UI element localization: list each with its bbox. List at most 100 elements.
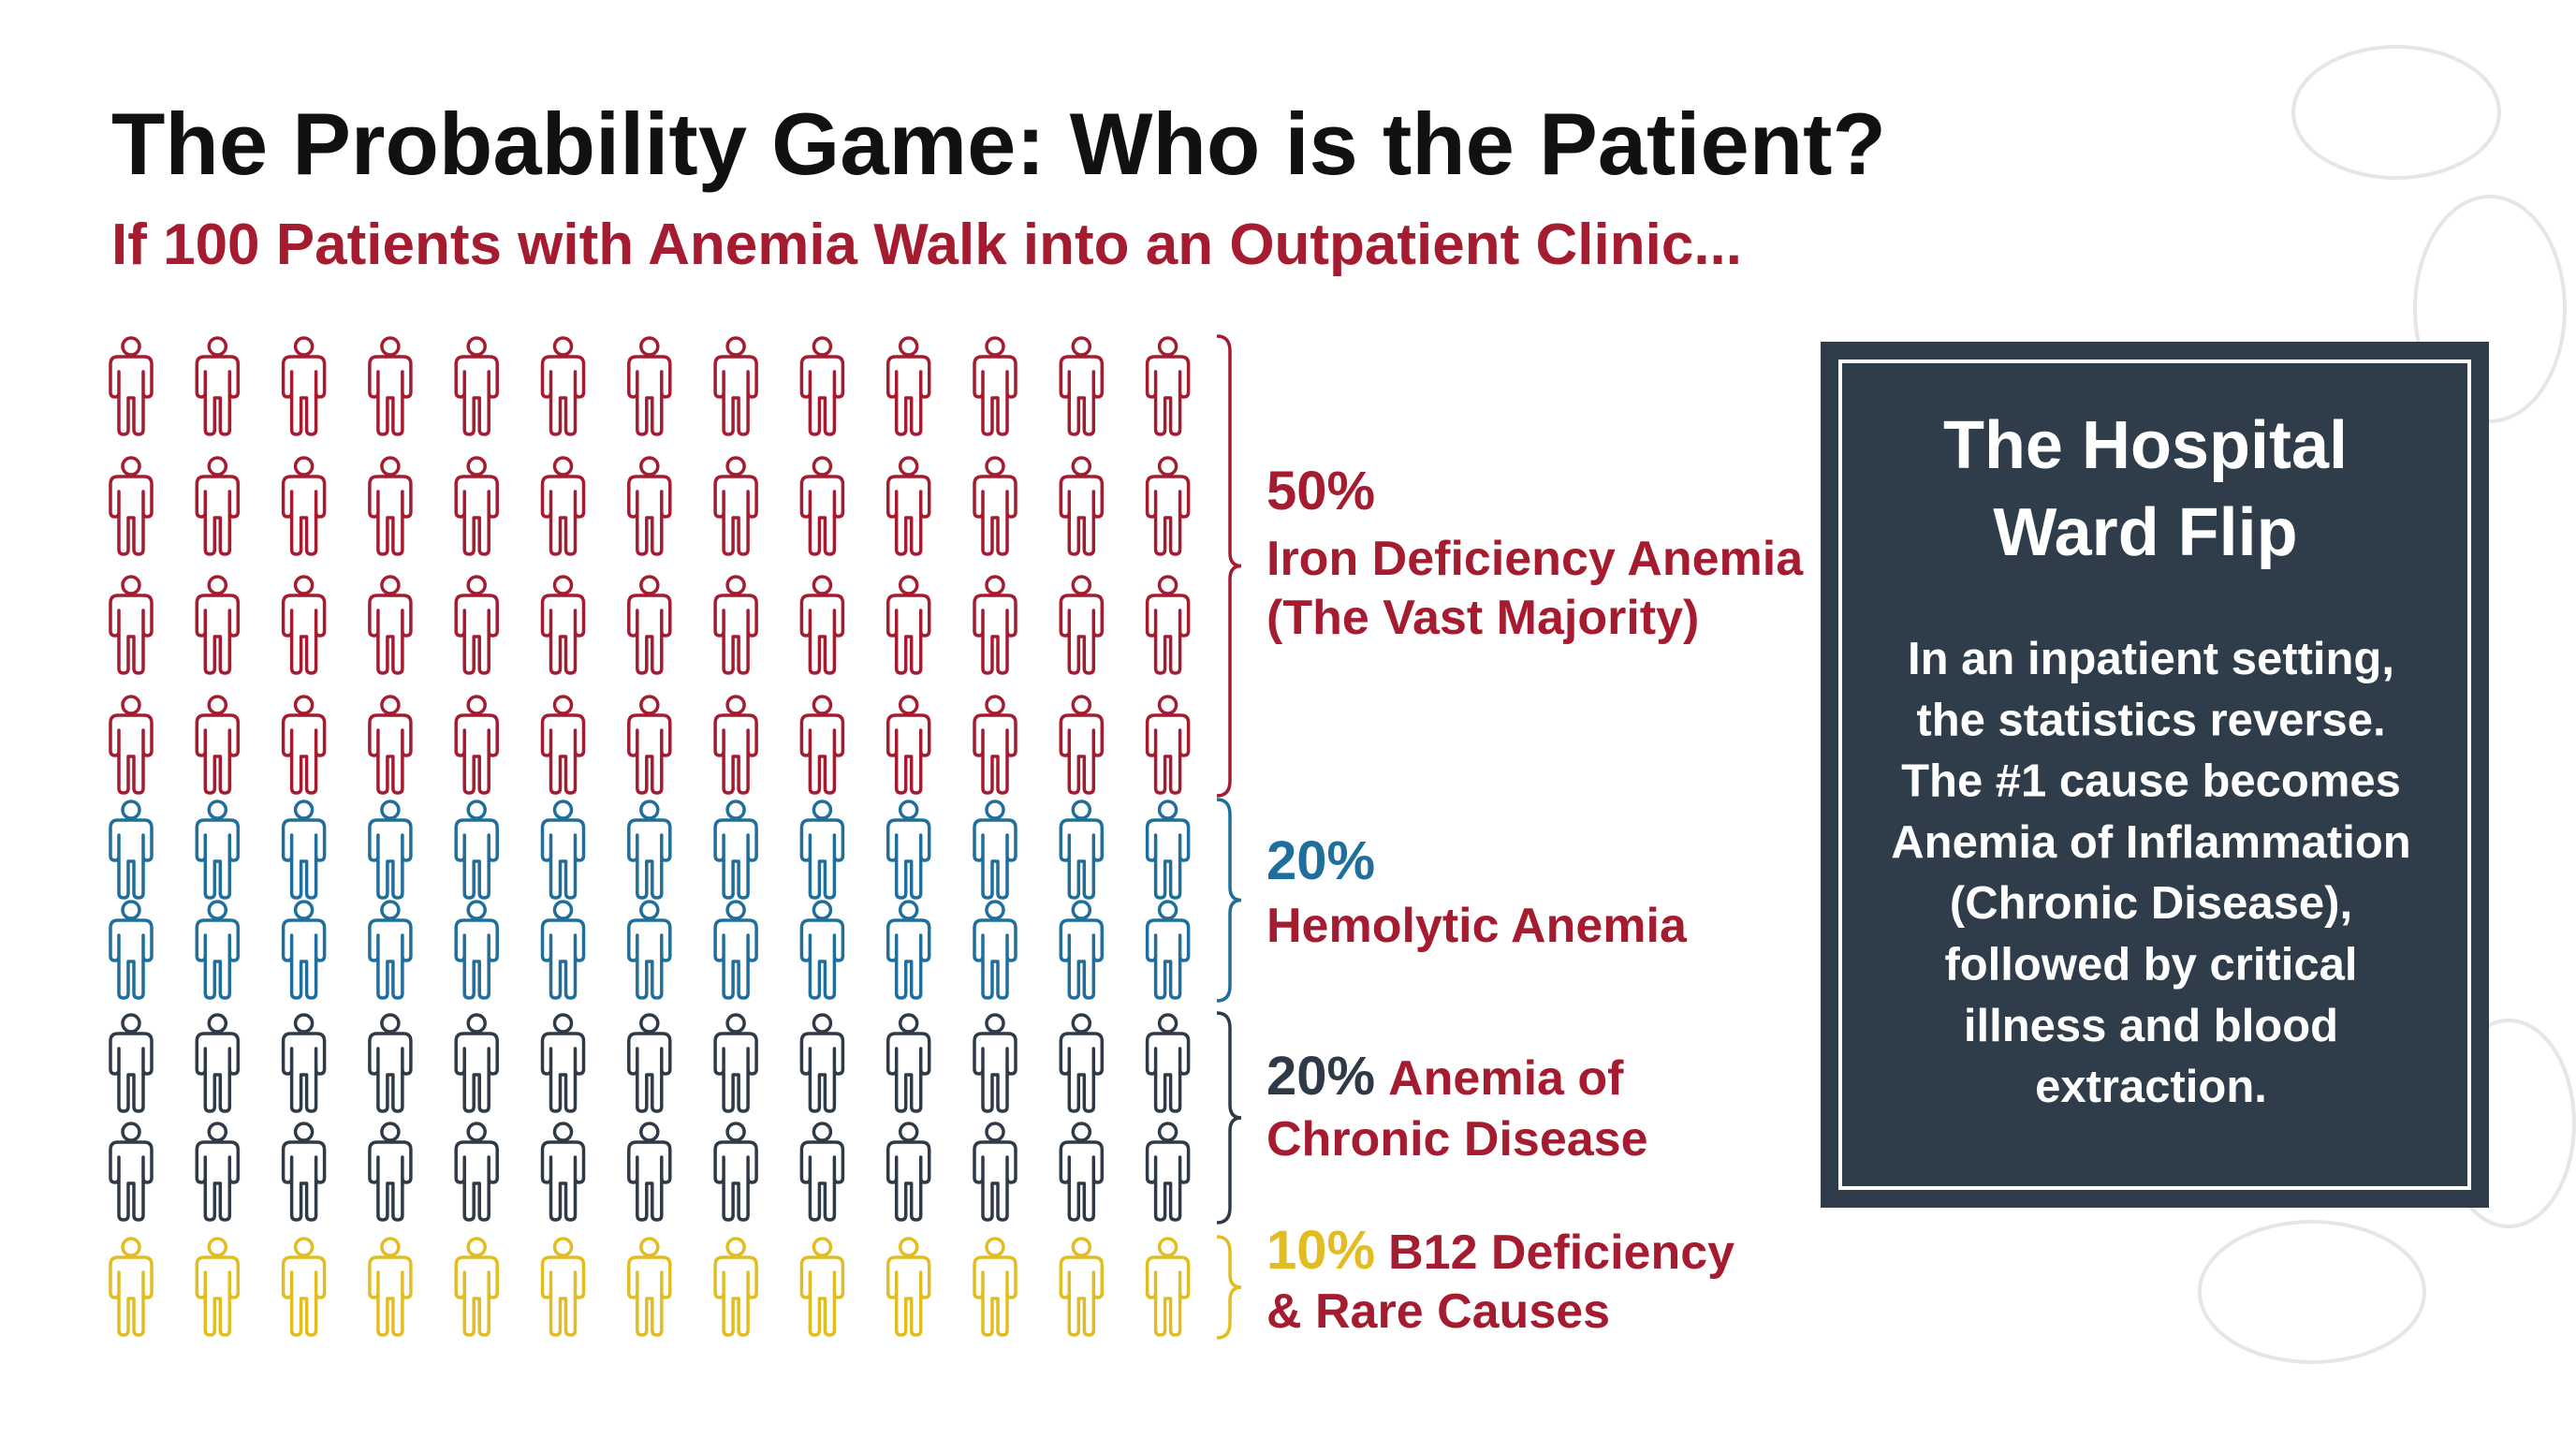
person-head xyxy=(812,575,833,595)
person-head xyxy=(725,900,746,920)
brace xyxy=(1216,334,1242,798)
person-head xyxy=(898,800,919,820)
person-head xyxy=(725,575,746,595)
person-head xyxy=(639,695,660,715)
label-text: B12 Deficiency xyxy=(1388,1225,1734,1280)
person-head xyxy=(552,456,574,477)
person-head xyxy=(812,900,833,920)
person-head xyxy=(380,695,401,715)
person-head xyxy=(1157,575,1178,595)
person-head xyxy=(466,1013,487,1034)
label-text: (The Vast Majority) xyxy=(1266,591,1699,645)
person-head xyxy=(639,456,660,477)
person-head xyxy=(380,1122,401,1142)
percent: 20% xyxy=(1266,830,1375,891)
person-head xyxy=(898,695,919,715)
person-head xyxy=(985,695,1005,715)
person-head xyxy=(293,1122,315,1142)
person-head xyxy=(1071,575,1092,595)
person-head xyxy=(985,1237,1005,1257)
person-head xyxy=(812,1237,833,1257)
person-head xyxy=(985,336,1005,357)
person-head xyxy=(552,1013,574,1034)
person-head xyxy=(552,695,574,715)
person-head xyxy=(725,1122,746,1142)
label-text: Iron Deficiency Anemia xyxy=(1266,532,1804,586)
person-head xyxy=(466,336,487,357)
person-head xyxy=(725,1237,746,1257)
person-head xyxy=(1071,695,1092,715)
person-head xyxy=(898,336,919,357)
person-head xyxy=(1071,456,1092,477)
person-head xyxy=(985,800,1005,820)
label-text: Chronic Disease xyxy=(1266,1112,1648,1167)
person-head xyxy=(380,456,401,477)
group-labels: 50% Iron Deficiency Anemia(The Vast Major… xyxy=(1216,334,1804,1340)
icon-array xyxy=(109,336,1191,1337)
panel-body: the statistics reverse. xyxy=(1916,695,2385,745)
person-head xyxy=(639,575,660,595)
person-head xyxy=(121,1122,141,1142)
person-head xyxy=(552,1122,574,1142)
person-head xyxy=(898,456,919,477)
person-head xyxy=(293,1013,315,1034)
panel-body: followed by critical xyxy=(1944,940,2357,990)
person-head xyxy=(639,336,660,357)
person-head xyxy=(898,575,919,595)
person-head xyxy=(121,575,141,595)
person-head xyxy=(725,695,746,715)
person-head xyxy=(380,1013,401,1034)
person-head xyxy=(552,800,574,820)
percent: 20% xyxy=(1266,1046,1375,1107)
person-head xyxy=(207,336,228,357)
person-head xyxy=(466,800,487,820)
person-head xyxy=(898,1237,919,1257)
person-head xyxy=(725,1013,746,1034)
person-head xyxy=(466,900,487,920)
person-head xyxy=(985,900,1005,920)
person-head xyxy=(1157,800,1178,820)
person-head xyxy=(812,800,833,820)
person-head xyxy=(985,456,1005,477)
label-text: Hemolytic Anemia xyxy=(1266,899,1688,953)
person-head xyxy=(207,1122,228,1142)
person-head xyxy=(121,1013,141,1034)
person-head xyxy=(466,1237,487,1257)
person-head xyxy=(812,695,833,715)
panel-border xyxy=(1838,360,2471,1190)
background-cells xyxy=(2198,45,2576,1364)
person-head xyxy=(121,900,141,920)
person-head xyxy=(207,695,228,715)
person-head xyxy=(207,1013,228,1034)
person-head xyxy=(466,575,487,595)
brace xyxy=(1216,1011,1242,1225)
person-head xyxy=(552,900,574,920)
person-head xyxy=(725,800,746,820)
person-head xyxy=(1157,1122,1178,1142)
person-head xyxy=(985,575,1005,595)
person-head xyxy=(293,575,315,595)
panel-body: extraction. xyxy=(2035,1062,2267,1112)
person-head xyxy=(293,456,315,477)
person-head xyxy=(207,1237,228,1257)
person-head xyxy=(552,1237,574,1257)
person-head xyxy=(207,575,228,595)
person-head xyxy=(466,695,487,715)
person-head xyxy=(293,336,315,357)
person-head xyxy=(380,575,401,595)
brace xyxy=(1216,798,1242,1003)
person-head xyxy=(725,456,746,477)
person-head xyxy=(466,1122,487,1142)
person-head xyxy=(898,1122,919,1142)
person-head xyxy=(639,900,660,920)
panel-title: Ward Flip xyxy=(1993,495,2297,570)
person-head xyxy=(121,456,141,477)
person-head xyxy=(1071,1237,1092,1257)
panel-body: Anemia of Inflammation xyxy=(1891,817,2410,868)
person-head xyxy=(121,800,141,820)
person-head xyxy=(121,336,141,357)
person-head xyxy=(380,800,401,820)
person-head xyxy=(1157,695,1178,715)
panel-body: The #1 cause becomes xyxy=(1901,756,2401,807)
person-head xyxy=(1071,900,1092,920)
